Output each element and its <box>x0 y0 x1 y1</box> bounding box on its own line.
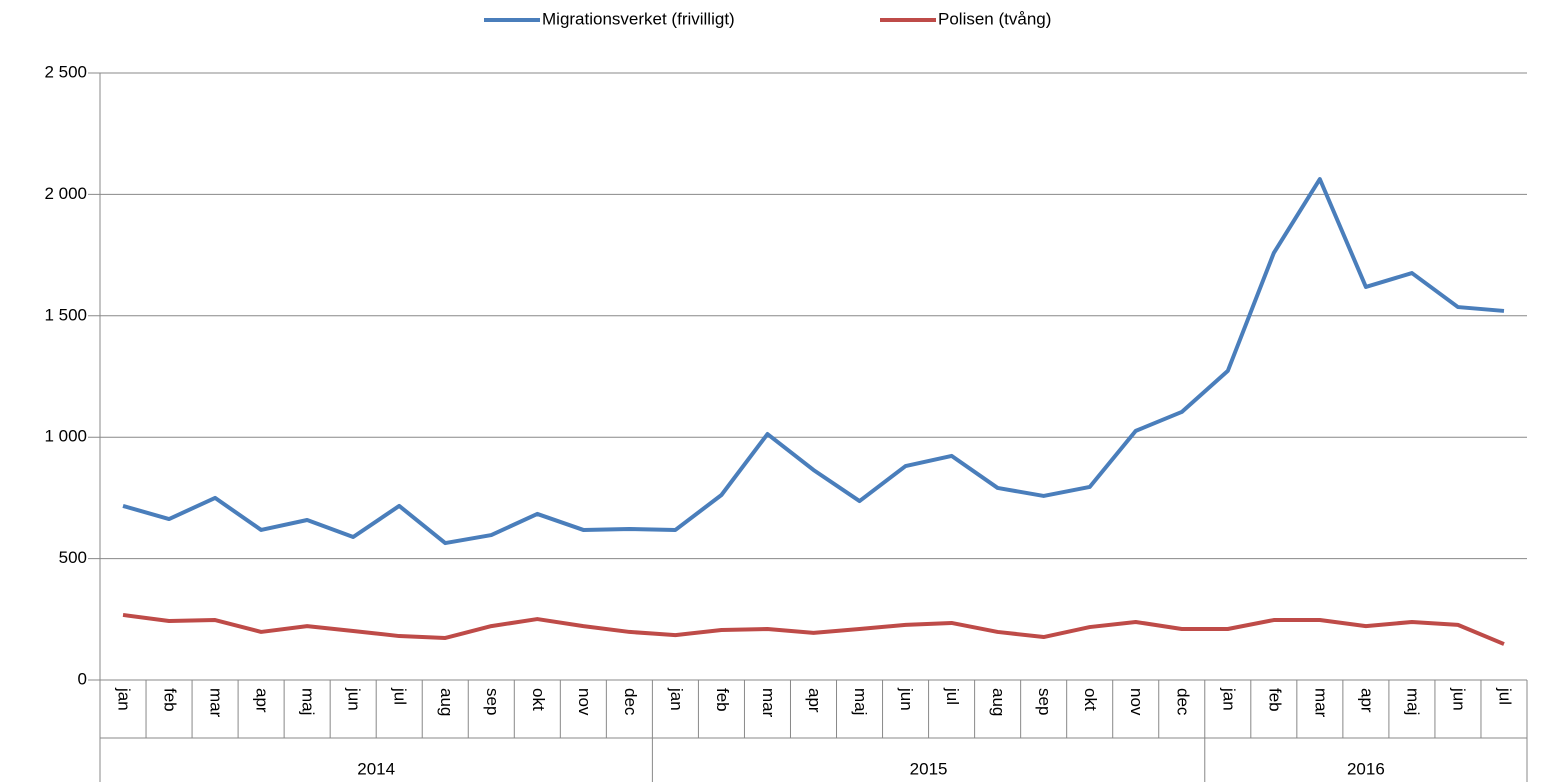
x-tick-label: jan <box>115 687 134 711</box>
x-tick-label: maj <box>851 688 870 715</box>
x-tick-label: jan <box>1219 687 1238 711</box>
y-tick-label: 1 500 <box>44 305 87 324</box>
y-tick-label: 2 500 <box>44 62 87 81</box>
x-tick-label: sep <box>483 688 502 715</box>
x-tick-label: maj <box>1403 688 1422 715</box>
x-tick-label: feb <box>1265 688 1284 712</box>
x-tick-label: aug <box>437 688 456 716</box>
x-tick-label: jul <box>943 687 962 705</box>
x-tick-label: feb <box>161 688 180 712</box>
legend-label: Migrationsverket (frivilligt) <box>542 9 735 28</box>
x-tick-label: apr <box>1357 688 1376 713</box>
x-tick-label: okt <box>1081 688 1100 711</box>
x-tick-label: jun <box>1449 687 1468 711</box>
x-tick-label: jun <box>345 687 364 711</box>
x-tick-label: jun <box>897 687 916 711</box>
series-line <box>122 612 1505 646</box>
x-tick-label: okt <box>529 688 548 711</box>
x-group-label: 2015 <box>910 759 948 778</box>
x-tick-label: aug <box>989 688 1008 716</box>
x-tick-label: mar <box>1311 688 1330 718</box>
x-tick-label: maj <box>299 688 318 715</box>
x-tick-label: feb <box>713 688 732 712</box>
y-tick-label: 500 <box>59 548 87 567</box>
y-tick-label: 1 000 <box>44 427 87 446</box>
x-tick-label: nov <box>1127 688 1146 716</box>
series-line <box>122 177 1505 546</box>
y-tick-label: 2 000 <box>44 184 87 203</box>
y-tick-label: 0 <box>78 669 87 688</box>
x-tick-label: dec <box>1173 688 1192 716</box>
x-group-label: 2014 <box>357 759 395 778</box>
x-tick-label: jul <box>391 687 410 705</box>
legend-label: Polisen (tvång) <box>938 9 1051 28</box>
x-tick-label: jan <box>667 687 686 711</box>
x-tick-label: dec <box>621 688 640 716</box>
x-tick-label: sep <box>1035 688 1054 715</box>
x-group-label: 2016 <box>1347 759 1385 778</box>
x-tick-label: nov <box>575 688 594 716</box>
x-tick-label: mar <box>207 688 226 718</box>
x-tick-label: jul <box>1495 687 1514 705</box>
x-tick-label: mar <box>759 688 778 718</box>
x-tick-label: apr <box>805 688 824 713</box>
x-tick-label: apr <box>253 688 272 713</box>
